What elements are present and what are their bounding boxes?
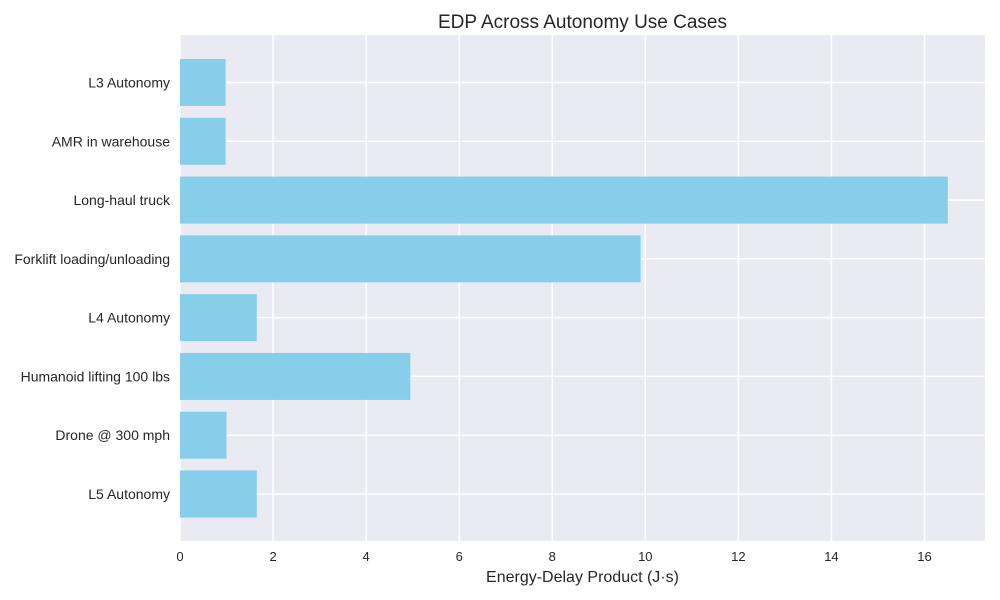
x-tick-labels: 0 2 4 6 8 10 12 14 16 (176, 549, 931, 564)
bar (180, 176, 948, 224)
x-tick-label: 2 (269, 549, 276, 564)
x-tick-label: 12 (731, 549, 745, 564)
x-tick-label: 8 (549, 549, 556, 564)
x-tick-label: 14 (824, 549, 838, 564)
bar (180, 470, 257, 518)
category-label: Long-haul truck (73, 192, 171, 208)
plot-area (180, 35, 985, 541)
category-label: AMR in warehouse (52, 133, 170, 149)
category-label: L5 Autonomy (88, 486, 170, 502)
category-labels: L3 Autonomy AMR in warehouse Long-haul tru… (14, 75, 171, 503)
bar (180, 294, 257, 342)
x-tick-label: 0 (176, 549, 183, 564)
category-label: Humanoid lifting 100 lbs (21, 368, 170, 384)
bar (180, 411, 227, 459)
bar (180, 59, 226, 106)
bar (180, 235, 641, 283)
category-label: L3 Autonomy (88, 75, 170, 91)
x-tick-label: 10 (638, 549, 652, 564)
category-label: Drone @ 300 mph (55, 427, 170, 443)
bars (180, 59, 948, 518)
bar (180, 352, 411, 400)
x-tick-label: 16 (917, 549, 931, 564)
x-tick-label: 4 (363, 549, 370, 564)
category-label: L4 Autonomy (88, 310, 170, 326)
category-label: Forklift loading/unloading (14, 251, 170, 267)
x-tick-label: 6 (456, 549, 463, 564)
x-axis-title: Energy-Delay Product (J·s) (486, 569, 679, 586)
bar (180, 117, 226, 165)
chart-title: EDP Across Autonomy Use Cases (438, 12, 727, 33)
